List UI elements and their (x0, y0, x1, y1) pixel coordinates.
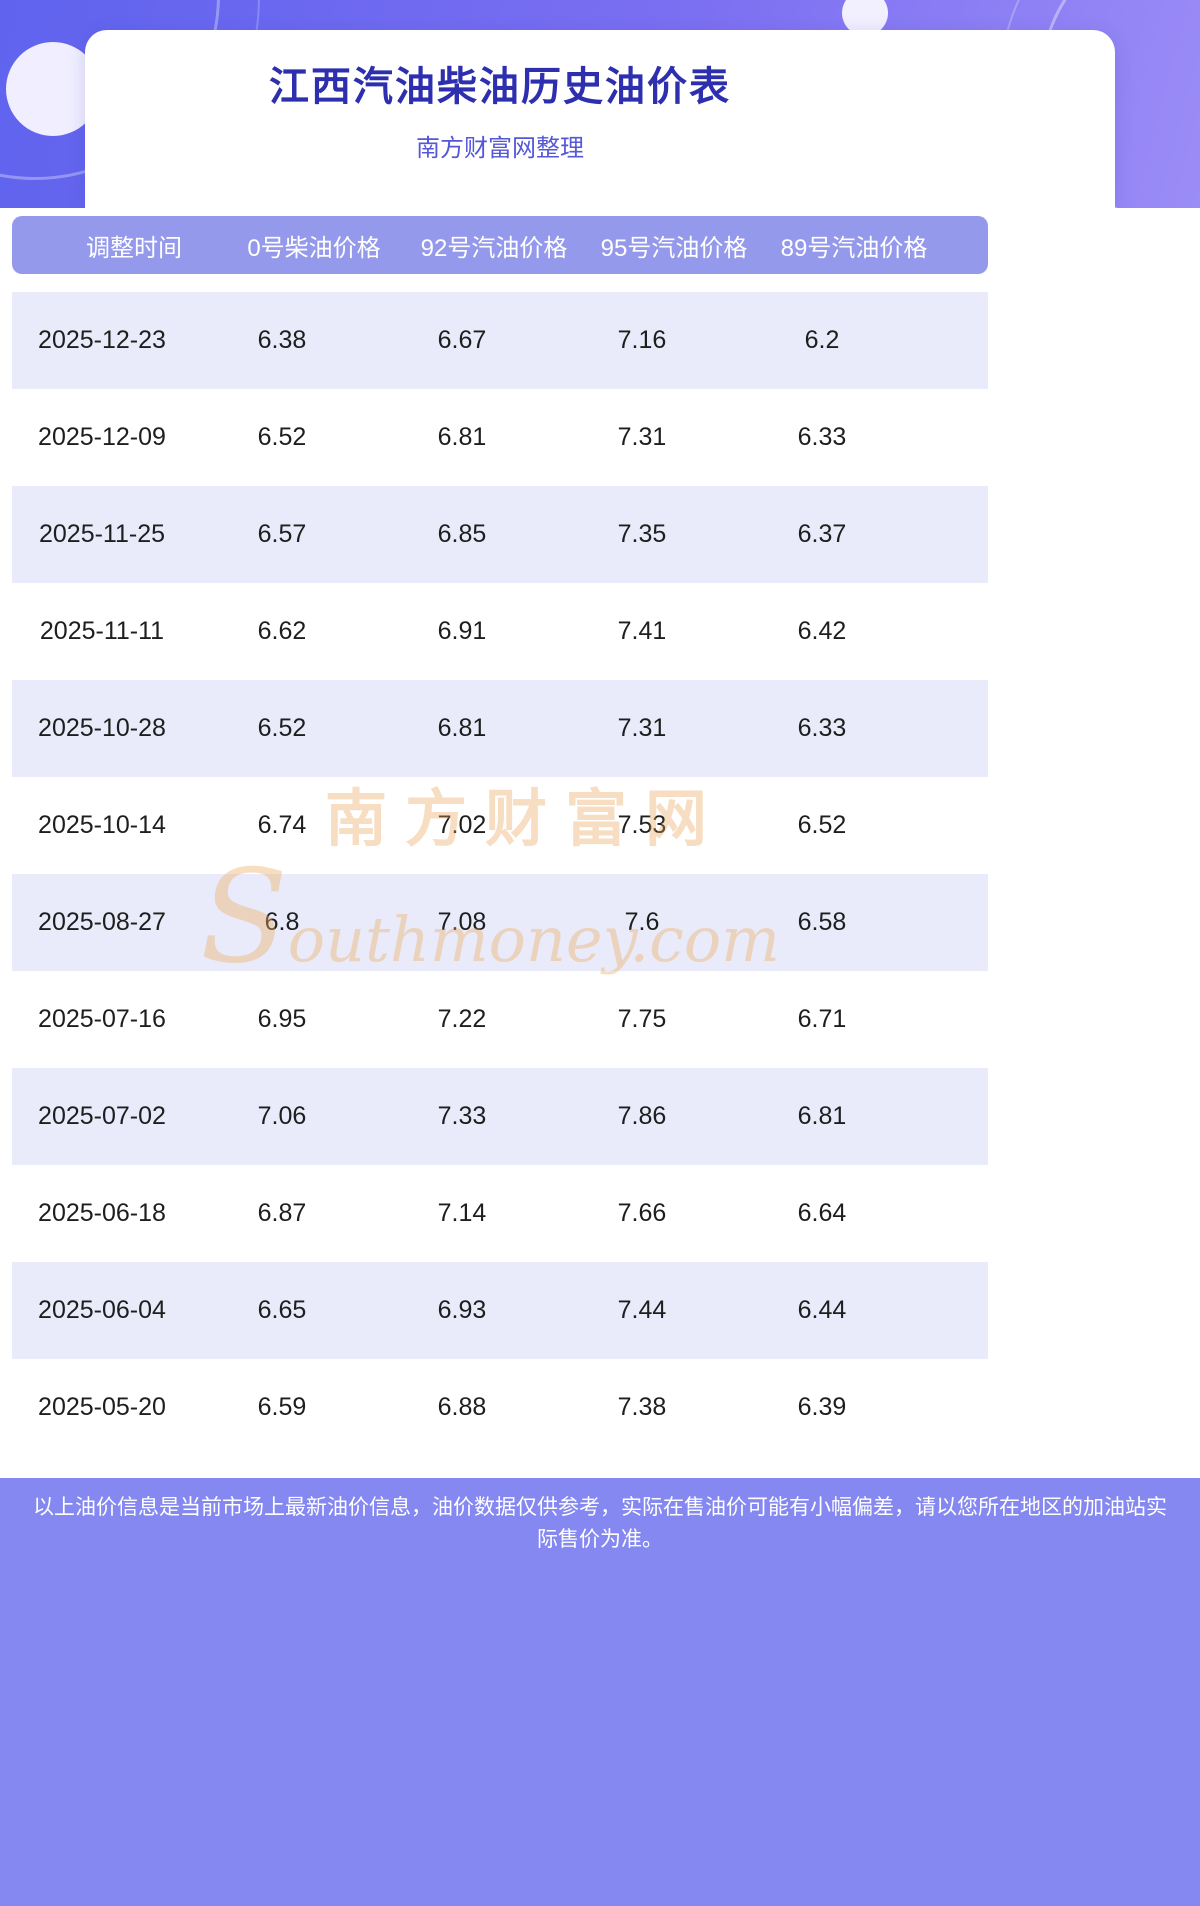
date-cell: 2025-12-09 (38, 423, 166, 451)
price-cell: 7.6 (624, 908, 660, 936)
price-cell: 6.52 (257, 423, 307, 451)
price-cell: 6.52 (797, 811, 847, 839)
column-header-gasoline-92: 92号汽油价格 (420, 234, 568, 262)
footer-disclaimer-text: 以上油价信息是当前市场上最新油价信息，油价数据仅供参考，实际在售油价可能有小幅偏… (33, 1496, 1167, 1551)
price-cell: 6.81 (437, 423, 487, 451)
price-cell: 7.06 (257, 1102, 307, 1130)
price-cell: 6.81 (437, 714, 487, 742)
date-cell: 2025-10-14 (38, 811, 166, 839)
price-cell: 7.44 (617, 1296, 667, 1324)
page-footer: 以上油价信息是当前市场上最新油价信息，油价数据仅供参考，实际在售油价可能有小幅偏… (0, 1478, 1200, 1906)
date-cell: 2025-05-20 (38, 1393, 166, 1421)
price-cell: 6.65 (257, 1296, 307, 1324)
price-cell: 6.71 (797, 1005, 847, 1033)
page-title: 江西汽油柴油历史油价表 (269, 65, 731, 109)
table-row: 2025-07-02 7.06 7.33 7.86 6.81 (12, 1068, 988, 1165)
date-cell: 2025-10-28 (38, 714, 166, 742)
price-cell: 6.74 (257, 811, 307, 839)
page-subtitle: 南方财富网整理 (416, 135, 584, 162)
column-header-gasoline-89: 89号汽油价格 (780, 234, 928, 262)
table-row: 2025-11-25 6.57 6.85 7.35 6.37 (12, 486, 988, 583)
table-row: 2025-08-27 6.8 7.08 7.6 6.58 (12, 874, 988, 971)
table-header-row: 调整时间 0号柴油价格 92号汽油价格 95号汽油价格 89号汽油价格 (12, 216, 988, 274)
price-cell: 6.93 (437, 1296, 487, 1324)
price-table-body: 2025-12-23 6.38 6.67 7.16 6.2 2025-12-09 6.52 6… (12, 292, 988, 1456)
price-cell: 6.44 (797, 1296, 847, 1324)
column-header-diesel-0: 0号柴油价格 (247, 234, 381, 262)
date-cell: 2025-11-25 (38, 520, 166, 548)
price-cell: 6.88 (437, 1393, 487, 1421)
price-cell: 7.86 (617, 1102, 667, 1130)
title-block: 江西汽油柴油历史油价表 南方财富网整理 (85, 54, 915, 163)
price-cell: 7.33 (437, 1102, 487, 1130)
price-cell: 7.31 (617, 714, 667, 742)
price-cell: 6.52 (257, 714, 307, 742)
date-cell: 2025-07-02 (38, 1102, 166, 1130)
date-cell: 2025-12-23 (38, 326, 166, 354)
table-row: 2025-07-16 6.95 7.22 7.75 6.71 (12, 971, 988, 1068)
price-cell: 6.2 (804, 326, 840, 354)
price-cell: 6.33 (797, 423, 847, 451)
price-cell: 7.02 (437, 811, 487, 839)
table-row: 2025-10-14 6.74 7.02 7.53 6.52 (12, 777, 988, 874)
price-cell: 6.39 (797, 1393, 847, 1421)
price-cell: 6.87 (257, 1199, 307, 1227)
price-cell: 6.8 (264, 908, 300, 936)
page-header: 江西汽油柴油历史油价表 南方财富网整理 (0, 0, 1200, 208)
table-row: 2025-12-09 6.52 6.81 7.31 6.33 (12, 389, 988, 486)
price-cell: 7.66 (617, 1199, 667, 1227)
price-cell: 6.59 (257, 1393, 307, 1421)
price-cell: 6.85 (437, 520, 487, 548)
table-row: 2025-06-18 6.87 7.14 7.66 6.64 (12, 1165, 988, 1262)
price-cell: 6.91 (437, 617, 487, 645)
date-cell: 2025-06-04 (38, 1296, 166, 1324)
price-cell: 6.33 (797, 714, 847, 742)
title-card: 江西汽油柴油历史油价表 南方财富网整理 (85, 30, 1115, 208)
price-cell: 7.38 (617, 1393, 667, 1421)
price-cell: 6.57 (257, 520, 307, 548)
price-cell: 6.64 (797, 1199, 847, 1227)
table-row: 2025-12-23 6.38 6.67 7.16 6.2 (12, 292, 988, 389)
price-cell: 7.41 (617, 617, 667, 645)
price-cell: 7.75 (617, 1005, 667, 1033)
price-cell: 7.31 (617, 423, 667, 451)
column-header-gasoline-95: 95号汽油价格 (600, 234, 748, 262)
price-cell: 7.22 (437, 1005, 487, 1033)
price-cell: 6.58 (797, 908, 847, 936)
date-cell: 2025-11-11 (39, 617, 165, 645)
price-cell: 7.08 (437, 908, 487, 936)
price-cell: 7.16 (617, 326, 667, 354)
price-cell: 6.81 (797, 1102, 847, 1130)
date-cell: 2025-08-27 (38, 908, 166, 936)
table-row: 2025-06-04 6.65 6.93 7.44 6.44 (12, 1262, 988, 1359)
price-cell: 6.62 (257, 617, 307, 645)
price-cell: 6.42 (797, 617, 847, 645)
table-row: 2025-10-28 6.52 6.81 7.31 6.33 (12, 680, 988, 777)
price-cell: 7.53 (617, 811, 667, 839)
decor-circle (6, 42, 100, 136)
column-header-adjust-time: 调整时间 (86, 234, 182, 262)
price-cell: 7.35 (617, 520, 667, 548)
price-cell: 6.37 (797, 520, 847, 548)
price-cell: 6.38 (257, 326, 307, 354)
table-row: 2025-11-11 6.62 6.91 7.41 6.42 (12, 583, 988, 680)
price-cell: 6.95 (257, 1005, 307, 1033)
price-cell: 7.14 (437, 1199, 487, 1227)
table-row: 2025-05-20 6.59 6.88 7.38 6.39 (12, 1359, 988, 1456)
date-cell: 2025-06-18 (38, 1199, 166, 1227)
date-cell: 2025-07-16 (38, 1005, 166, 1033)
price-cell: 6.67 (437, 326, 487, 354)
